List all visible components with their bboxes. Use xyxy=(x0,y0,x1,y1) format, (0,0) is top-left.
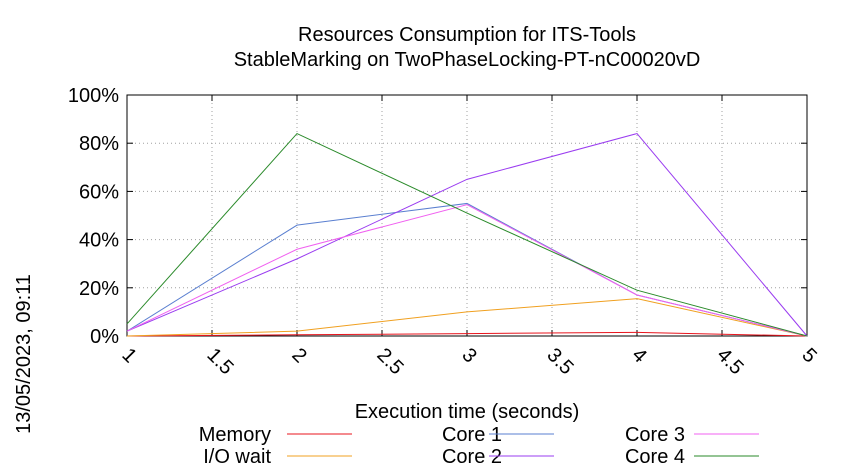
x-tick-label: 1 xyxy=(117,344,140,367)
legend-label-core-4: Core 4 xyxy=(625,446,685,468)
series-line-core-2 xyxy=(126,132,808,337)
y-tick-label: 20% xyxy=(79,278,119,300)
y-tick-label: 100% xyxy=(68,85,119,107)
legend-label-i-o-wait: I/O wait xyxy=(203,446,271,468)
x-tick-label: 4.5 xyxy=(712,344,747,379)
legend-label-core-1: Core 1 xyxy=(442,424,502,446)
x-tick-label: 5 xyxy=(797,344,820,367)
series-group xyxy=(126,132,808,337)
series-line-core-3 xyxy=(126,204,808,337)
y-axis: 0% 20% 40% 60% 80% 100% xyxy=(68,85,807,348)
y-tick-label: 0% xyxy=(90,326,119,348)
x-tick-label: 4 xyxy=(627,344,650,367)
series-line-core-4 xyxy=(126,132,808,337)
x-axis-label: Execution time (seconds) xyxy=(355,401,580,423)
y-tick-label: 80% xyxy=(79,133,119,155)
chart-title: Resources Consumption for ITS-Tools xyxy=(298,24,636,46)
timestamp-label: 13/05/2023, 09:11 xyxy=(13,274,35,434)
grid xyxy=(127,95,807,336)
x-tick-label: 2.5 xyxy=(372,344,407,379)
legend-label-core-2: Core 2 xyxy=(442,446,502,468)
series-line-memory xyxy=(126,331,808,337)
series-line-i-o-wait xyxy=(126,298,808,337)
legend-label-memory: Memory xyxy=(199,424,271,446)
x-tick-label: 3.5 xyxy=(542,344,577,379)
x-tick-label: 2 xyxy=(287,344,310,367)
y-tick-label: 60% xyxy=(79,181,119,203)
y-tick-label: 40% xyxy=(79,230,119,252)
chart-subtitle: StableMarking on TwoPhaseLocking-PT-nC00… xyxy=(234,49,701,71)
x-axis: 1 1.5 2 2.5 3 3.5 4 4.5 5 xyxy=(117,95,821,379)
x-tick-label: 3 xyxy=(457,344,480,367)
legend-label-core-3: Core 3 xyxy=(625,424,685,446)
x-tick-label: 1.5 xyxy=(202,344,237,379)
